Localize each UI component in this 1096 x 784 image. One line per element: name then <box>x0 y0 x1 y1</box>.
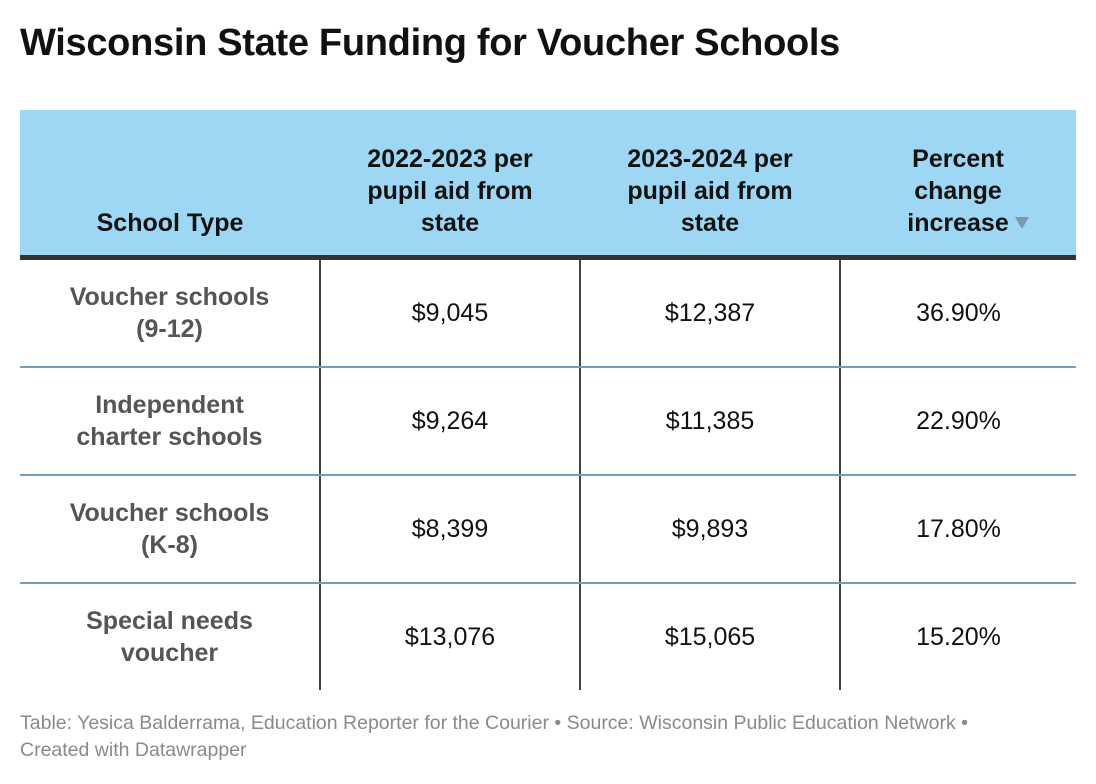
header-text: School Type <box>96 209 244 237</box>
header-text: 2022-2023 per pupil aid from state <box>367 145 533 237</box>
cell-text: Voucher schools (K-8) <box>69 499 270 559</box>
row-label: Independent charter schools <box>20 367 320 476</box>
cell: $9,045 <box>319 257 580 368</box>
cell-text: 17.80% <box>916 515 1001 543</box>
cell-text: Independent charter schools <box>76 391 263 451</box>
cell: 15.20% <box>839 583 1076 690</box>
cell-text: $12,387 <box>664 299 756 327</box>
cell: 22.90% <box>839 367 1076 476</box>
footer: Table: Yesica Balderrama, Education Repo… <box>20 712 968 761</box>
cell-text: $9,893 <box>671 515 749 543</box>
table-row: Special needs voucher $13,076 $15,065 15.20… <box>20 583 1076 690</box>
header-cell: Percent change increase <box>840 110 1076 260</box>
table-row: Voucher schools (K-8) $8,399 $9,893 17.80% <box>20 475 1076 584</box>
header-cell: School Type <box>20 110 320 260</box>
table-body: Voucher schools (9-12) $9,045 $12,387 36.90… <box>20 257 1076 690</box>
cell-text: $9,264 <box>411 407 489 435</box>
row-label: Voucher schools (9-12) <box>20 257 320 368</box>
cell: $15,065 <box>579 583 840 690</box>
cell-text: $8,399 <box>411 515 489 543</box>
cell-text: 22.90% <box>916 407 1001 435</box>
cell: $11,385 <box>579 367 840 476</box>
cell: $9,893 <box>579 475 840 584</box>
cell-text: $15,065 <box>664 623 756 651</box>
table-row: Independent charter schools $9,264 $11,385… <box>20 367 1076 476</box>
header-text: Percent change increase <box>893 143 1029 239</box>
cell: 17.80% <box>839 475 1076 584</box>
header-row: School Type 2022-2023 per pupil aid from … <box>20 110 1076 260</box>
cell-text: $11,385 <box>665 407 755 435</box>
cell: $13,076 <box>319 583 580 690</box>
cell: $9,264 <box>319 367 580 476</box>
sort-arrow-shape <box>1015 217 1029 229</box>
cell: $8,399 <box>319 475 580 584</box>
cell-text: $9,045 <box>411 299 489 327</box>
header-text: 2023-2024 per pupil aid from state <box>627 145 793 237</box>
header-cell: 2023-2024 per pupil aid from state <box>580 110 840 260</box>
cell: $12,387 <box>579 257 840 368</box>
title: Wisconsin State Funding for Voucher Scho… <box>20 22 841 64</box>
cell: 36.90% <box>839 257 1076 368</box>
header-cell: 2022-2023 per pupil aid from state <box>320 110 580 260</box>
cell-text: 15.20% <box>916 623 1001 651</box>
cell-text: $13,076 <box>404 623 496 651</box>
row-label: Voucher schools (K-8) <box>20 475 320 584</box>
cell-text: Voucher schools (9-12) <box>69 283 270 343</box>
table-row: Voucher schools (9-12) $9,045 $12,387 36.90… <box>20 257 1076 368</box>
sort-arrow[interactable] <box>1015 217 1029 229</box>
table: School Type 2022-2023 per pupil aid from … <box>20 110 1076 690</box>
row-label: Special needs voucher <box>20 583 320 690</box>
cell-text: 36.90% <box>916 299 1001 327</box>
cell-text: Special needs voucher <box>86 607 253 667</box>
